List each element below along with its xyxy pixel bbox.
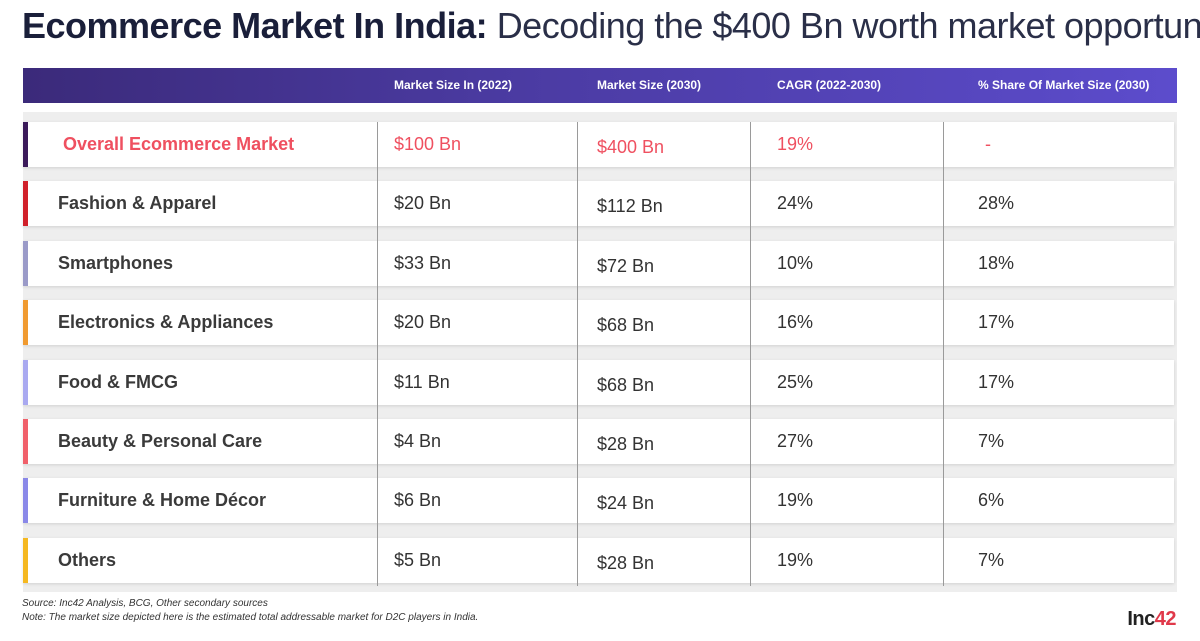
cell-cagr: 19% <box>777 134 814 154</box>
column-divider <box>377 122 378 586</box>
column-divider <box>750 122 751 586</box>
source-note: Source: Inc42 Analysis, BCG, Other secon… <box>22 598 268 609</box>
table-row: Food & FMCG $11 Bn $68 Bn 25% 17% <box>23 360 1174 405</box>
cell-size-2030: $68 Bn <box>597 375 655 395</box>
cell-size-2030: $28 Bn <box>597 553 655 573</box>
row-accent-bar <box>23 419 28 464</box>
cell-size-2022: $4 Bn <box>394 431 442 451</box>
cell-share: 28% <box>978 193 1015 213</box>
row-accent-bar <box>23 300 28 345</box>
row-name: Others <box>58 550 117 570</box>
table-row: Others $5 Bn $28 Bn 19% 7% <box>23 538 1174 583</box>
market-note: Note: The market size depicted here is t… <box>22 612 479 623</box>
header-size-2030: Market Size (2030) <box>597 78 702 92</box>
row-accent-bar <box>23 122 28 167</box>
cell-share: 6% <box>978 490 1005 510</box>
header-cagr: CAGR (2022-2030) <box>777 78 882 92</box>
cell-share: 7% <box>978 431 1005 451</box>
cell-size-2022: $5 Bn <box>394 550 442 570</box>
title-bold: Ecommerce Market In India: <box>22 5 488 46</box>
row-accent-bar <box>23 181 28 226</box>
table-row: Beauty & Personal Care $4 Bn $28 Bn 27% 7% <box>23 419 1174 464</box>
row-accent-bar <box>23 241 28 286</box>
column-divider <box>943 122 944 586</box>
cell-cagr: 25% <box>777 372 814 392</box>
cell-share: 17% <box>978 372 1015 392</box>
cell-size-2030: $24 Bn <box>597 493 655 513</box>
cell-size-2022: $11 Bn <box>394 372 450 392</box>
header-size-2022: Market Size In (2022) <box>394 78 513 92</box>
cell-share: 17% <box>978 312 1015 332</box>
cell-size-2030: $68 Bn <box>597 315 655 335</box>
row-name: Overall Ecommerce Market <box>63 134 295 154</box>
cell-size-2030: $28 Bn <box>597 434 655 454</box>
cell-share: 7% <box>978 550 1005 570</box>
cell-size-2022: $20 Bn <box>394 312 452 332</box>
table-row: Furniture & Home Décor $6 Bn $24 Bn 19% 6% <box>23 478 1174 523</box>
row-name: Electronics & Appliances <box>58 312 274 332</box>
cell-share: 18% <box>978 253 1015 273</box>
row-accent-bar <box>23 538 28 583</box>
row-name: Fashion & Apparel <box>58 193 217 213</box>
cell-size-2022: $33 Bn <box>394 253 452 273</box>
cell-cagr: 10% <box>777 253 814 273</box>
table-row: Overall Ecommerce Market $100 Bn $400 Bn 19… <box>23 122 1174 167</box>
row-name: Beauty & Personal Care <box>58 431 263 451</box>
table-header: Market Size In (2022) Market Size (2030)… <box>23 68 1177 103</box>
page-title: Ecommerce Market In India: Decoding the … <box>22 4 1200 48</box>
row-name: Smartphones <box>58 253 174 273</box>
cell-size-2030: $400 Bn <box>597 137 665 157</box>
cell-cagr: 24% <box>777 193 814 213</box>
cell-size-2030: $112 Bn <box>597 196 663 216</box>
logo-text: Inc <box>1127 608 1155 630</box>
cell-share: - <box>985 134 991 154</box>
cell-size-2022: $100 Bn <box>394 134 462 154</box>
row-accent-bar <box>23 478 28 523</box>
column-divider <box>577 122 578 586</box>
table-row: Electronics & Appliances $20 Bn $68 Bn 16% 1… <box>23 300 1174 345</box>
inc42-logo: Inc42 <box>1127 608 1176 631</box>
cell-cagr: 16% <box>777 312 814 332</box>
row-accent-bar <box>23 360 28 405</box>
title-subtitle: Decoding the $400 Bn worth market opport… <box>496 5 1200 46</box>
cell-size-2022: $20 Bn <box>394 193 452 213</box>
cell-cagr: 19% <box>777 490 814 510</box>
row-name: Furniture & Home Décor <box>58 490 267 510</box>
cell-cagr: 19% <box>777 550 814 570</box>
logo-accent: 42 <box>1154 608 1177 630</box>
row-name: Food & FMCG <box>58 372 178 392</box>
header-share: % Share Of Market Size (2030) <box>978 78 1150 92</box>
table-row: Smartphones $33 Bn $72 Bn 10% 18% <box>23 241 1174 286</box>
cell-size-2022: $6 Bn <box>394 490 442 510</box>
table-row: Fashion & Apparel $20 Bn $112 Bn 24% 28% <box>23 181 1174 226</box>
cell-size-2030: $72 Bn <box>597 256 655 276</box>
cell-cagr: 27% <box>777 431 814 451</box>
